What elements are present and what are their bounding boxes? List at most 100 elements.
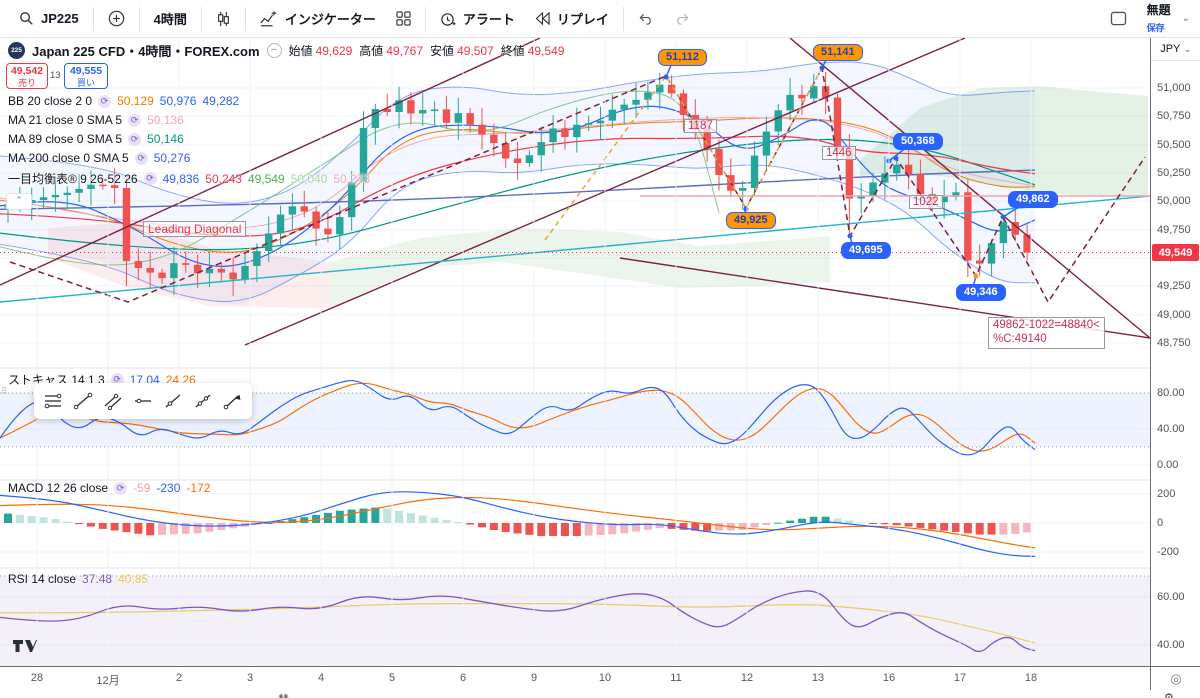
indicators-icon	[260, 10, 277, 26]
chart-canvas[interactable]	[0, 38, 1150, 666]
bullseye-icon: ◎	[1170, 671, 1182, 686]
measurement-label[interactable]: 1187	[684, 119, 717, 133]
high-label: 高値	[359, 44, 384, 58]
ma89-title: MA 89 close 0 SMA 5	[8, 132, 123, 146]
axis-tick-label: 40.00	[1157, 639, 1185, 651]
note-line-2: %C:49140	[993, 332, 1047, 345]
trend-line-tool-icon[interactable]	[70, 387, 96, 415]
divider	[92, 6, 94, 31]
macd-values: -59 -230 -172	[133, 481, 216, 495]
axis-tick-label: 50,250	[1157, 167, 1191, 179]
time-axis-label: 28	[30, 672, 44, 684]
time-axis-label: 16	[882, 672, 896, 684]
minus-circle-icon[interactable]: –	[266, 43, 282, 58]
replay-button[interactable]: リプレイ	[526, 5, 618, 32]
price-callout[interactable]: 51,141	[813, 44, 863, 61]
axis-tick-label: 50,000	[1157, 195, 1191, 207]
layout-menu-button[interactable]: 無題 保存	[1138, 0, 1180, 37]
extended-line-tool-icon[interactable]	[190, 387, 216, 415]
divider	[200, 6, 202, 31]
price-callout[interactable]: 49,695	[841, 242, 891, 259]
symbol-search-button[interactable]: JP225	[10, 7, 88, 30]
indicator-value: 49,836	[162, 171, 200, 186]
indicator-value: 40.85	[118, 572, 149, 586]
legend-row-bb[interactable]: BB 20 close 2 0 ⟳ 50,129 50,976 49,282	[8, 94, 245, 108]
interval-button[interactable]: 4時間	[145, 5, 196, 32]
goto-realtime-button[interactable]: ◎	[1150, 666, 1200, 691]
macd-title: MACD 12 26 close	[8, 481, 109, 495]
indicator-value: 50,146	[147, 132, 184, 146]
time-axis[interactable]: 28 12月 2 3 4 5 6 9 10 11 12 13 16 17 18	[0, 666, 1150, 691]
symbol-label: JP225	[41, 11, 79, 26]
chart-legend-header[interactable]: 225 Japan 225 CFD・4時間・FOREX.com – 始値 49,…	[8, 41, 564, 60]
indicator-value: -59	[133, 481, 151, 495]
loading-spinner-icon: ⟳	[128, 113, 142, 127]
currency-selector[interactable]: JPY ⌄	[1151, 38, 1200, 61]
measurement-label[interactable]: 1446	[822, 146, 856, 160]
symbol-title: Japan 225 CFD・4時間・FOREX.com	[32, 44, 260, 59]
indicators-label: インジケーター	[284, 12, 376, 27]
compare-add-button[interactable]	[99, 6, 134, 31]
legend-collapse-button[interactable]: ⌃	[6, 193, 32, 210]
price-callout[interactable]: 49,925	[726, 212, 776, 229]
time-axis-label: 4	[317, 672, 325, 684]
price-callout[interactable]: 51,112	[658, 49, 708, 66]
indicator-templates-button[interactable]	[387, 7, 420, 30]
arrow-tool-icon[interactable]	[220, 387, 246, 415]
pattern-label[interactable]: Leading Diagonal	[143, 221, 247, 237]
buy-button[interactable]: 49,555 買い	[64, 63, 108, 89]
tradingview-logo[interactable]	[12, 638, 38, 654]
top-toolbar: JP225 4時間 インジケーター アラート リプレイ	[0, 0, 1200, 38]
ray-tool-icon[interactable]	[160, 387, 186, 415]
fullscreen-button[interactable]	[1101, 7, 1136, 30]
time-axis-label: 9	[530, 672, 538, 684]
axis-tick-label: 60.00	[1157, 591, 1185, 603]
grid-templates-icon	[396, 11, 411, 26]
legend-row-ma89[interactable]: MA 89 close 0 SMA 5 ⟳ 50,146	[8, 132, 190, 146]
line-tools-popup	[34, 383, 252, 419]
toolbar-drag-handle-icon[interactable]: ⠿	[1, 386, 8, 396]
ma21-values: 50,136	[147, 113, 190, 127]
measurement-label[interactable]: 1022	[909, 195, 943, 209]
loading-spinner-icon: ⟳	[143, 172, 157, 185]
axis-tick-label: 49,750	[1157, 224, 1191, 236]
legend-row-ma21[interactable]: MA 21 close 0 SMA 5 ⟳ 50,136	[8, 113, 190, 127]
bb-title: BB 20 close 2 0	[8, 94, 93, 108]
price-callout[interactable]: 50,368	[893, 133, 943, 150]
horizontal-line-tool-icon[interactable]	[130, 387, 156, 415]
legend-row-macd[interactable]: MACD 12 26 close ⟳ -59 -230 -172	[8, 481, 216, 495]
legend-row-ma200[interactable]: MA 200 close 0 SMA 5 ⟳ 50,276	[8, 151, 196, 165]
open-label: 始値	[288, 44, 313, 58]
indicators-button[interactable]: インジケーター	[251, 5, 385, 32]
price-callout[interactable]: 49,346	[956, 284, 1006, 301]
legend-row-rsi[interactable]: RSI 14 close 37.48 40.85	[8, 572, 154, 586]
sell-button[interactable]: 49,542 売り	[6, 63, 48, 89]
note-line-1: 49862-1022=48840<	[993, 319, 1100, 331]
gear-icon: ⚙	[1164, 692, 1174, 698]
price-callout[interactable]: 49,862	[1008, 191, 1058, 208]
indicator-value: 50,976	[159, 94, 197, 108]
plus-circle-icon	[108, 10, 124, 27]
analysis-note-box[interactable]: 49862-1022=48840< %C:49140	[988, 317, 1105, 349]
ma89-values: 50,146	[147, 132, 190, 146]
ichimoku-values: 49,836 50,243 49,549 50,040 50,243	[163, 172, 377, 186]
chevron-down-icon[interactable]: ⌄	[1181, 13, 1190, 24]
legend-row-ichimoku[interactable]: 一目均衡表® 9 26-52 26 ⟳ 49,836 50,243 49,549 50…	[8, 170, 376, 187]
currency-label: JPY	[1160, 43, 1181, 55]
ma21-title: MA 21 close 0 SMA 5	[8, 113, 123, 127]
line-tools-group-icon[interactable]	[40, 387, 66, 415]
redo-button[interactable]	[665, 8, 699, 29]
price-axis[interactable]: JPY ⌄ 51,000 50,750 50,500 50,250 50,000 49,7…	[1150, 38, 1200, 666]
time-axis-label: 11	[670, 672, 682, 684]
alert-button[interactable]: アラート	[431, 5, 524, 32]
ichimoku-title: 一目均衡表® 9 26-52 26	[8, 172, 138, 186]
undo-button[interactable]	[629, 8, 663, 29]
indicator-value: 49,549	[247, 171, 285, 186]
parallel-channel-tool-icon[interactable]	[100, 387, 126, 415]
axis-tick-label: 51,000	[1157, 82, 1191, 94]
axis-tick-label: 40.00	[1157, 423, 1185, 435]
chart-style-button[interactable]	[207, 7, 240, 31]
divider	[244, 6, 246, 31]
sell-price: 49,542	[10, 65, 44, 77]
alarm-clock-icon	[441, 12, 456, 26]
